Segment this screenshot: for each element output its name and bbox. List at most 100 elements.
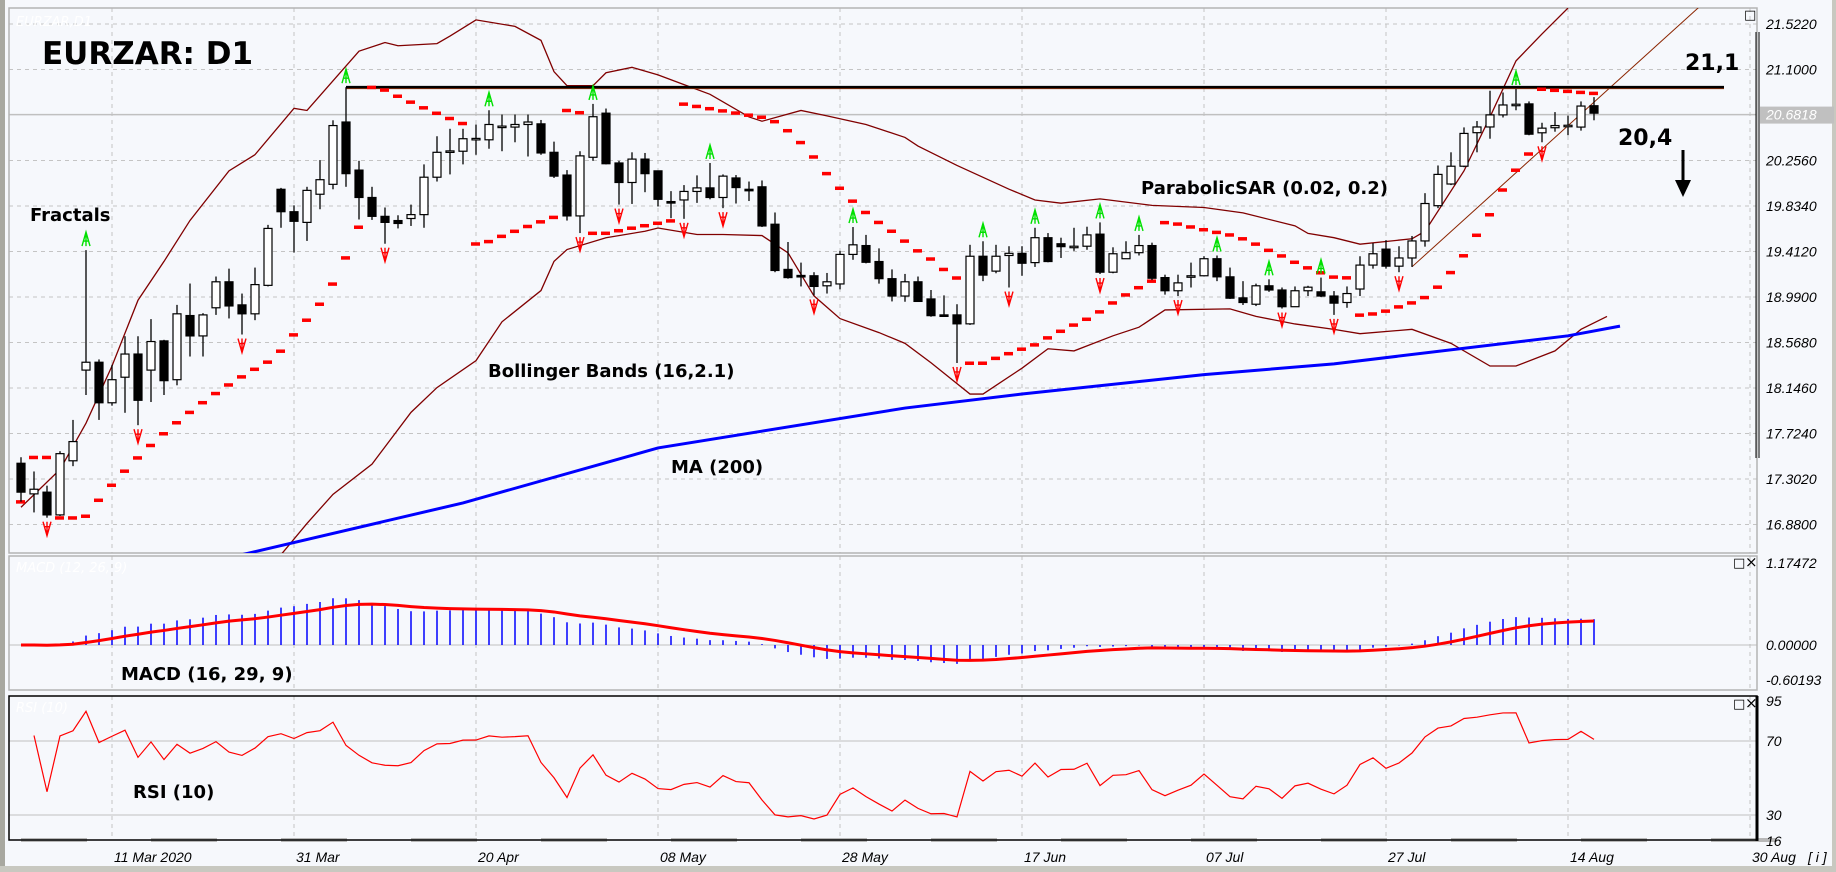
candle[interactable] — [393, 219, 403, 225]
rsi-maximize-button[interactable]: □ — [1733, 697, 1745, 712]
candle[interactable] — [1355, 264, 1365, 290]
candle[interactable] — [939, 314, 949, 317]
candle[interactable] — [211, 281, 221, 309]
candle[interactable] — [731, 177, 741, 189]
candle[interactable] — [16, 462, 26, 493]
candle[interactable] — [1433, 173, 1443, 207]
candle[interactable] — [1407, 240, 1417, 259]
candle[interactable] — [1043, 237, 1053, 263]
candle[interactable] — [1004, 252, 1014, 257]
candle[interactable] — [1225, 276, 1235, 299]
timeline-marker-button[interactable]: [ i ] — [1807, 849, 1828, 865]
candle[interactable] — [510, 123, 520, 128]
candle[interactable] — [419, 176, 429, 216]
candle[interactable] — [562, 174, 572, 217]
candle[interactable] — [1381, 248, 1391, 267]
main-maximize-button[interactable]: □ — [1744, 8, 1756, 23]
candle[interactable] — [198, 314, 208, 337]
candle[interactable] — [614, 162, 624, 184]
candle[interactable] — [1030, 237, 1040, 264]
candle[interactable] — [328, 124, 338, 185]
candle[interactable] — [601, 112, 611, 165]
candle[interactable] — [263, 227, 273, 286]
candle[interactable] — [1485, 114, 1495, 128]
candle[interactable] — [172, 313, 182, 381]
candle[interactable] — [289, 211, 299, 222]
candle[interactable] — [874, 260, 884, 280]
candle[interactable] — [861, 244, 871, 263]
candle[interactable] — [1264, 285, 1274, 291]
candle[interactable] — [497, 125, 507, 129]
candle[interactable] — [1173, 282, 1183, 292]
candle[interactable] — [822, 281, 832, 287]
candle[interactable] — [523, 121, 533, 126]
candle[interactable] — [302, 189, 312, 223]
candle[interactable] — [1160, 276, 1170, 292]
candle[interactable] — [1147, 244, 1157, 279]
candle[interactable] — [432, 151, 442, 178]
candle[interactable] — [159, 340, 169, 382]
candle[interactable] — [1251, 285, 1261, 305]
candle[interactable] — [1342, 292, 1352, 304]
candle[interactable] — [913, 281, 923, 303]
candle[interactable] — [146, 340, 156, 371]
candle[interactable] — [588, 116, 598, 158]
candle[interactable] — [1303, 286, 1313, 292]
candle[interactable] — [1212, 258, 1222, 278]
candle[interactable] — [42, 491, 52, 516]
candle[interactable] — [1238, 297, 1248, 304]
candle[interactable] — [250, 284, 260, 315]
candle[interactable] — [29, 488, 39, 495]
candle[interactable] — [1186, 275, 1196, 278]
candle[interactable] — [549, 151, 559, 177]
candle[interactable] — [757, 186, 767, 227]
candle[interactable] — [653, 170, 663, 200]
candle[interactable] — [809, 275, 819, 288]
candle[interactable] — [1316, 291, 1326, 297]
candle[interactable] — [900, 281, 910, 297]
candle[interactable] — [107, 379, 117, 404]
candle[interactable] — [887, 278, 897, 297]
candle[interactable] — [952, 314, 962, 325]
candle[interactable] — [1511, 103, 1521, 107]
candle[interactable] — [471, 137, 481, 141]
candle[interactable] — [575, 155, 585, 217]
candle[interactable] — [848, 244, 858, 256]
candle[interactable] — [1082, 234, 1092, 247]
candle[interactable] — [120, 353, 130, 378]
candle[interactable] — [458, 138, 468, 152]
candle[interactable] — [406, 214, 416, 220]
candle[interactable] — [1290, 290, 1300, 308]
candle[interactable] — [1459, 132, 1469, 167]
candle[interactable] — [185, 314, 195, 337]
candle[interactable] — [367, 196, 377, 217]
candle[interactable] — [1524, 103, 1534, 135]
candle[interactable] — [1589, 105, 1599, 114]
candle[interactable] — [965, 255, 975, 325]
candle[interactable] — [718, 175, 728, 199]
rsi-close-button[interactable]: × — [1745, 694, 1758, 712]
candle[interactable] — [926, 298, 936, 317]
candle[interactable] — [1134, 244, 1144, 254]
candle[interactable] — [692, 187, 702, 193]
candle[interactable] — [445, 150, 455, 154]
candle[interactable] — [1277, 289, 1287, 308]
candle[interactable] — [380, 215, 390, 223]
candle[interactable] — [1576, 105, 1586, 128]
candle[interactable] — [783, 268, 793, 279]
candle[interactable] — [770, 223, 780, 272]
candle[interactable] — [1446, 165, 1456, 185]
candle[interactable] — [1069, 245, 1079, 249]
macd-close-button[interactable]: × — [1745, 553, 1758, 571]
candle[interactable] — [1017, 252, 1027, 264]
candle[interactable] — [1368, 253, 1378, 266]
candle[interactable] — [1420, 202, 1430, 242]
candle[interactable] — [1199, 258, 1209, 277]
candle[interactable] — [679, 190, 689, 201]
candle[interactable] — [133, 353, 143, 401]
candle[interactable] — [1108, 253, 1118, 273]
candle[interactable] — [991, 255, 1001, 272]
candle[interactable] — [1329, 295, 1339, 304]
candle[interactable] — [835, 253, 845, 285]
